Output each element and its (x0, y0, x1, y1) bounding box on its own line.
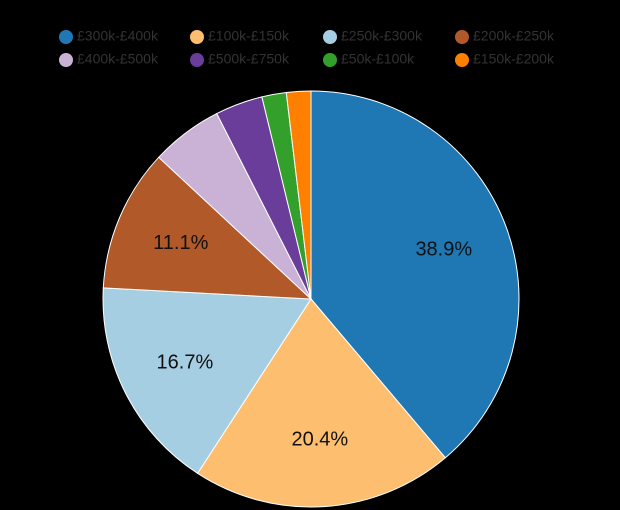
legend-label: £100k-£150k (208, 28, 290, 44)
legend-swatch (455, 30, 469, 44)
legend-swatch (59, 30, 73, 44)
legend-label: £300k-£400k (77, 28, 159, 44)
legend-swatch (190, 53, 204, 67)
legend-label: £200k-£250k (473, 28, 555, 44)
pie-slice (310, 90, 520, 459)
value-label: 11.1% (153, 232, 208, 254)
legend-label: £150k-£200k (473, 51, 555, 67)
pie-slice (285, 90, 312, 300)
legend-swatch (455, 53, 469, 67)
pie-slice (102, 156, 313, 300)
pie-slice (196, 298, 447, 508)
legend-label: £50k-£100k (341, 51, 415, 67)
legend-swatch (323, 30, 337, 44)
legend-label: £500k-£750k (208, 51, 290, 67)
legend-label: £250k-£300k (341, 28, 423, 44)
value-label: 20.4% (292, 428, 349, 450)
legend-label: £400k-£500k (77, 51, 159, 67)
value-label: 38.9% (415, 239, 472, 261)
legend-swatch (323, 53, 337, 67)
value-label: 16.7% (157, 351, 214, 373)
pie-slice (102, 287, 312, 475)
legend-swatch (59, 53, 73, 67)
legend-swatch (190, 30, 204, 44)
